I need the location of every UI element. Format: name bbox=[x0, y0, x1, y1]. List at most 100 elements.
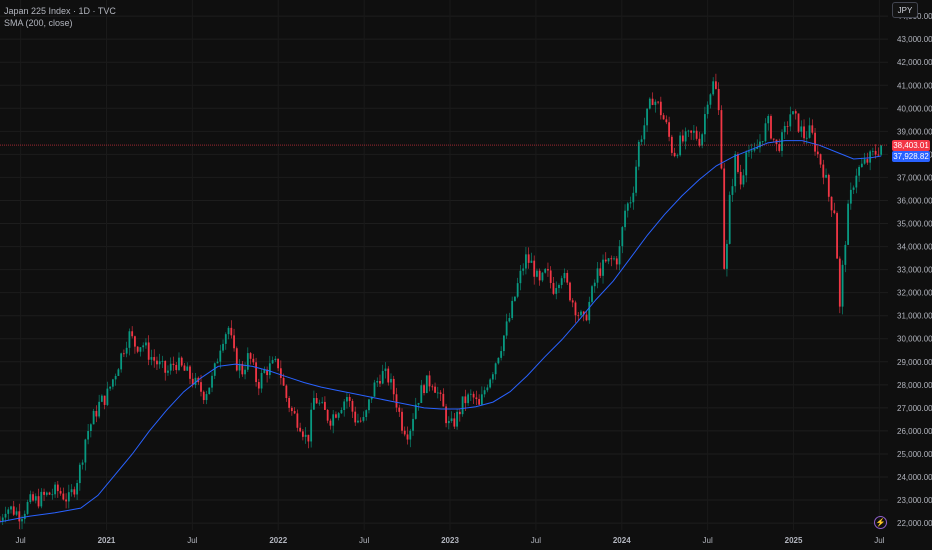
candle-body bbox=[668, 122, 671, 137]
candle-body bbox=[742, 175, 745, 185]
candle-body bbox=[464, 396, 467, 404]
candle-body bbox=[681, 135, 684, 142]
candle-body bbox=[156, 360, 158, 365]
candle-body bbox=[134, 336, 136, 347]
time-axis[interactable]: Jul 2021 Jul 2022 Jul 2023 Jul 2024 Jul 2025 Jul bbox=[15, 536, 884, 545]
candle-body bbox=[282, 377, 285, 386]
candle-body bbox=[76, 483, 78, 495]
y-tick-label: 28,000.00 bbox=[897, 381, 932, 390]
candle-body bbox=[814, 132, 816, 152]
candle-body bbox=[169, 363, 172, 371]
candle-body bbox=[147, 342, 150, 360]
candle-body bbox=[654, 101, 657, 105]
candle-body bbox=[442, 393, 445, 407]
candle-body bbox=[145, 342, 147, 346]
currency-button[interactable]: JPY bbox=[892, 2, 918, 18]
candle-body bbox=[167, 370, 169, 373]
candle-body bbox=[398, 407, 401, 412]
candle-body bbox=[321, 401, 324, 403]
candle-body bbox=[450, 418, 453, 421]
candle-body bbox=[871, 150, 874, 152]
candle-body bbox=[494, 363, 497, 375]
lightning-icon[interactable]: ⚡ bbox=[874, 516, 887, 529]
candle-body bbox=[833, 210, 836, 214]
candle-body bbox=[252, 358, 255, 363]
candle-body bbox=[337, 413, 340, 418]
candle-body bbox=[18, 511, 21, 522]
candle-body bbox=[593, 282, 596, 287]
candle-body bbox=[830, 196, 833, 211]
candle-body bbox=[786, 126, 789, 127]
candle-body bbox=[811, 125, 814, 133]
candle-body bbox=[552, 282, 555, 294]
candle-body bbox=[111, 379, 114, 387]
candle-body bbox=[838, 258, 841, 307]
indicator-legend[interactable]: SMA (200, close) bbox=[4, 18, 73, 28]
y-tick-label: 29,000.00 bbox=[897, 358, 932, 367]
candle-body bbox=[95, 410, 98, 417]
candle-body bbox=[657, 101, 659, 103]
candle-body bbox=[847, 203, 849, 245]
candle-body bbox=[260, 372, 263, 389]
candle-body bbox=[621, 227, 624, 247]
candle-body bbox=[310, 409, 313, 442]
candle-body bbox=[789, 114, 792, 127]
candle-body bbox=[191, 378, 194, 386]
x-tick-label: Jul bbox=[703, 536, 713, 545]
candle-body bbox=[731, 186, 734, 195]
price-axis[interactable]: 22,000.00 23,000.00 24,000.00 25,000.00 26,0… bbox=[897, 12, 932, 528]
candle-body bbox=[335, 414, 337, 418]
candle-body bbox=[632, 192, 635, 203]
candle-body bbox=[767, 116, 770, 124]
candle-body bbox=[792, 111, 794, 115]
candlestick-series bbox=[0, 73, 883, 530]
candle-body bbox=[202, 391, 205, 401]
candle-body bbox=[500, 351, 503, 358]
candle-body bbox=[514, 296, 516, 301]
candle-body bbox=[525, 254, 527, 269]
x-tick-label: 2025 bbox=[785, 536, 803, 545]
candle-body bbox=[497, 357, 500, 364]
candle-body bbox=[106, 388, 109, 405]
x-tick-label: 2022 bbox=[269, 536, 287, 545]
y-tick-label: 22,000.00 bbox=[897, 519, 932, 528]
candle-body bbox=[230, 327, 233, 336]
candle-body bbox=[139, 347, 142, 352]
y-tick-label: 39,000.00 bbox=[897, 127, 932, 136]
candle-body bbox=[381, 371, 384, 384]
candle-body bbox=[508, 318, 511, 322]
y-tick-label: 37,000.00 bbox=[897, 173, 932, 182]
x-tick-label: Jul bbox=[874, 536, 884, 545]
candle-body bbox=[527, 254, 530, 263]
candle-body bbox=[582, 311, 585, 315]
candle-body bbox=[128, 331, 131, 348]
candle-body bbox=[869, 151, 872, 163]
candle-body bbox=[263, 369, 266, 373]
candle-body bbox=[673, 152, 676, 157]
candle-body bbox=[10, 506, 12, 510]
candle-body bbox=[571, 300, 574, 303]
candle-body bbox=[734, 154, 737, 187]
candle-body bbox=[12, 506, 15, 515]
candle-body bbox=[304, 434, 307, 437]
candle-body bbox=[646, 108, 648, 126]
candle-body bbox=[866, 159, 869, 163]
candle-body bbox=[301, 431, 304, 437]
candle-body bbox=[580, 311, 582, 316]
candle-body bbox=[222, 343, 224, 351]
candle-body bbox=[89, 424, 92, 431]
candle-body bbox=[880, 145, 883, 155]
candle-body bbox=[624, 210, 626, 228]
candle-body bbox=[403, 430, 406, 435]
symbol-legend[interactable]: Japan 225 Index · 1D · TVC bbox=[4, 6, 116, 16]
candle-body bbox=[216, 361, 219, 364]
candle-body bbox=[67, 492, 70, 502]
candle-body bbox=[863, 159, 866, 164]
x-tick-label: 2021 bbox=[98, 536, 116, 545]
candle-body bbox=[62, 493, 65, 500]
candle-body bbox=[458, 411, 461, 415]
x-tick-label: Jul bbox=[15, 536, 25, 545]
candle-body bbox=[4, 513, 7, 518]
candle-body bbox=[296, 413, 299, 428]
